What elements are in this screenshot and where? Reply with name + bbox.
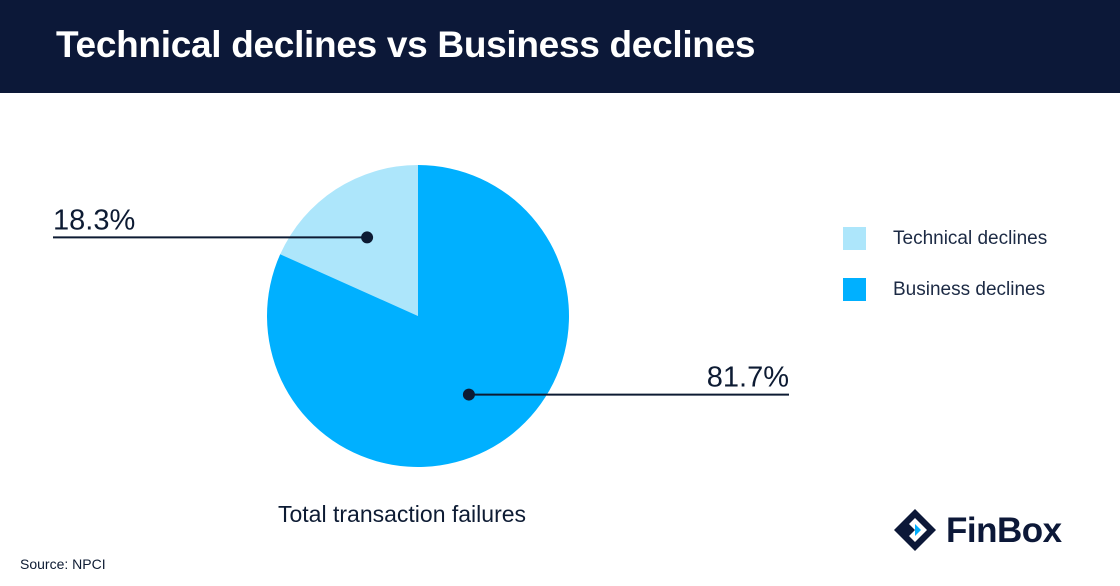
- pie-slice-technical-declines: [280, 165, 418, 316]
- finbox-logo-icon: [894, 509, 936, 551]
- legend-swatch-technical: [843, 227, 866, 250]
- pie-slice-business-declines: [266, 165, 569, 467]
- chart-caption: Total transaction failures: [278, 501, 527, 527]
- leader-dot-1: [462, 388, 475, 401]
- page-title: Technical declines vs Business declines: [56, 24, 756, 65]
- leader-dot-0: [361, 231, 374, 244]
- pie-chart: 18.3% 81.7%: [53, 165, 789, 467]
- brand-name: FinBox: [946, 511, 1062, 550]
- legend-label-business: Business declines: [893, 279, 1046, 300]
- value-label-0: 18.3%: [53, 204, 135, 236]
- source-note: Source: NPCI: [20, 556, 106, 572]
- header-bar: Technical declines vs Business declines: [0, 0, 1120, 93]
- legend-label-technical: Technical declines: [893, 228, 1048, 249]
- value-label-1: 81.7%: [707, 362, 789, 394]
- legend-swatch-business: [843, 278, 866, 301]
